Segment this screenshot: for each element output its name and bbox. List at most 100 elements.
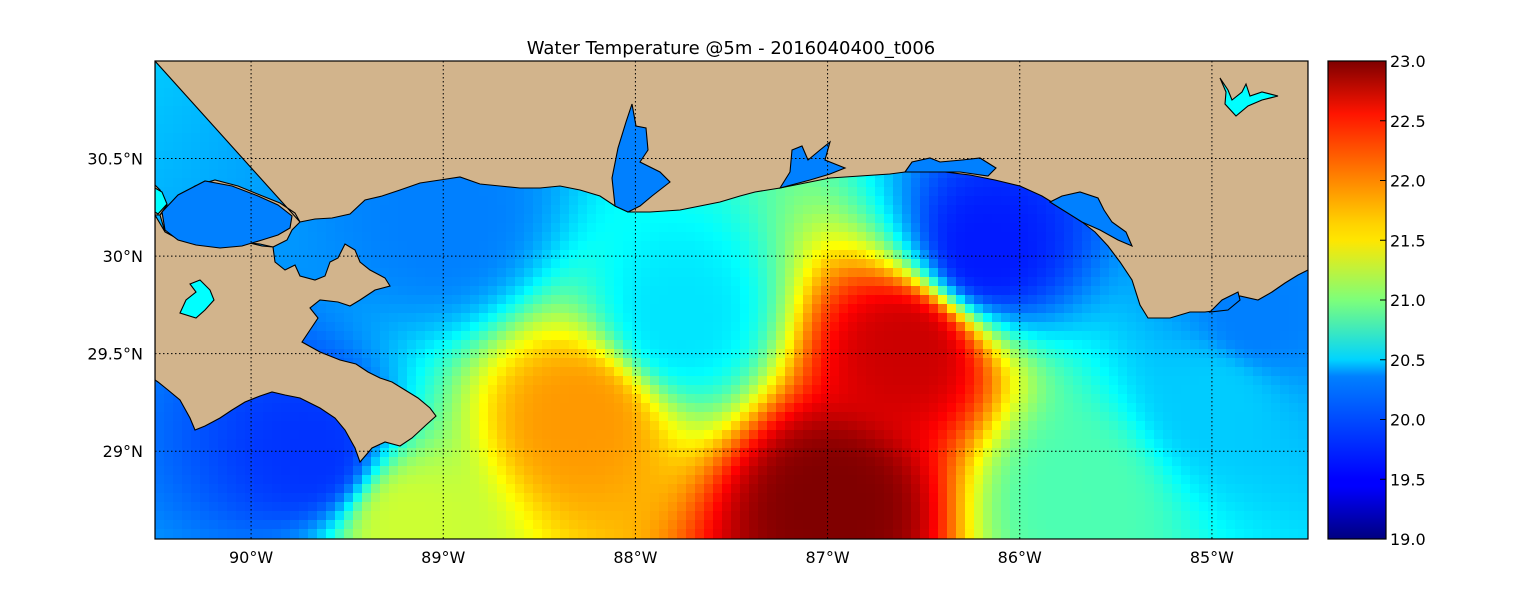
temperature-cell <box>605 205 615 215</box>
temperature-cell <box>1037 385 1047 395</box>
temperature-cell <box>452 205 462 215</box>
temperature-cell <box>1037 304 1047 314</box>
temperature-cell <box>1289 358 1299 368</box>
temperature-cell <box>533 340 543 350</box>
temperature-cell <box>839 376 849 386</box>
temperature-cell <box>632 250 642 260</box>
temperature-cell <box>1082 223 1092 233</box>
temperature-cell <box>461 367 471 377</box>
temperature-cell <box>929 196 939 206</box>
temperature-cell <box>1253 340 1263 350</box>
temperature-cell <box>740 304 750 314</box>
temperature-cell <box>956 241 966 251</box>
temperature-cell <box>218 169 228 179</box>
temperature-cell <box>1019 322 1029 332</box>
temperature-cell <box>542 349 552 359</box>
temperature-cell <box>1073 259 1083 269</box>
temperature-cell <box>164 394 174 404</box>
temperature-cell <box>425 331 435 341</box>
temperature-cell <box>596 340 606 350</box>
temperature-cell <box>947 223 957 233</box>
temperature-cell <box>875 394 885 404</box>
temperature-cell <box>1154 358 1164 368</box>
temperature-cell <box>740 277 750 287</box>
temperature-cell <box>1118 268 1128 278</box>
temperature-cell <box>1082 232 1092 242</box>
temperature-cell <box>803 385 813 395</box>
temperature-cell <box>416 295 426 305</box>
temperature-cell <box>1154 322 1164 332</box>
temperature-cell <box>911 358 921 368</box>
temperature-cell <box>344 313 354 323</box>
temperature-cell <box>983 304 993 314</box>
temperature-cell <box>929 187 939 197</box>
temperature-cell <box>1010 349 1020 359</box>
temperature-cell <box>173 403 183 413</box>
temperature-cell <box>1019 295 1029 305</box>
temperature-cell <box>371 196 381 206</box>
temperature-cell <box>1172 313 1182 323</box>
temperature-cell <box>884 187 894 197</box>
temperature-cell <box>1073 331 1083 341</box>
temperature-cell <box>560 277 570 287</box>
temperature-cell <box>974 322 984 332</box>
temperature-cell <box>650 403 660 413</box>
temperature-cell <box>398 295 408 305</box>
temperature-cell <box>938 295 948 305</box>
temperature-cell <box>821 205 831 215</box>
temperature-cell <box>1019 277 1029 287</box>
temperature-cell <box>596 349 606 359</box>
temperature-cell <box>875 385 885 395</box>
temperature-cell <box>641 268 651 278</box>
temperature-cell <box>1136 385 1146 395</box>
temperature-cell <box>524 331 534 341</box>
temperature-cell <box>1244 295 1254 305</box>
temperature-cell <box>839 178 849 188</box>
temperature-cell <box>686 394 696 404</box>
temperature-cell <box>758 232 768 242</box>
temperature-cell <box>722 259 732 269</box>
temperature-cell <box>839 304 849 314</box>
temperature-cell <box>1271 286 1281 296</box>
temperature-cell <box>1217 376 1227 386</box>
temperature-cell <box>767 385 777 395</box>
temperature-cell <box>974 385 984 395</box>
temperature-cell <box>1262 358 1272 368</box>
temperature-cell <box>479 403 489 413</box>
temperature-cell <box>821 385 831 395</box>
temperature-cell <box>767 277 777 287</box>
temperature-cell <box>704 268 714 278</box>
temperature-cell <box>515 376 525 386</box>
temperature-cell <box>776 214 786 224</box>
temperature-cell <box>524 241 534 251</box>
temperature-cell <box>407 232 417 242</box>
temperature-cell <box>1163 385 1173 395</box>
temperature-cell <box>515 196 525 206</box>
temperature-cell <box>866 376 876 386</box>
temperature-cell <box>1073 232 1083 242</box>
temperature-cell <box>938 376 948 386</box>
temperature-cell <box>758 394 768 404</box>
temperature-cell <box>767 214 777 224</box>
temperature-cell <box>884 358 894 368</box>
temperature-cell <box>929 268 939 278</box>
temperature-cell <box>947 259 957 269</box>
temperature-cell <box>641 277 651 287</box>
temperature-cell <box>497 286 507 296</box>
temperature-cell <box>686 367 696 377</box>
temperature-cell <box>947 277 957 287</box>
temperature-cell <box>1253 313 1263 323</box>
temperature-cell <box>776 187 786 197</box>
temperature-cell <box>929 214 939 224</box>
temperature-cell <box>470 241 480 251</box>
temperature-cell <box>443 259 453 269</box>
temperature-cell <box>1046 340 1056 350</box>
temperature-cell <box>155 115 165 125</box>
temperature-cell <box>155 178 165 188</box>
temperature-cell <box>1181 349 1191 359</box>
temperature-cell <box>1154 394 1164 404</box>
temperature-cell <box>389 259 399 269</box>
temperature-cell <box>317 268 327 278</box>
temperature-cell <box>155 169 165 179</box>
temperature-cell <box>1082 259 1092 269</box>
